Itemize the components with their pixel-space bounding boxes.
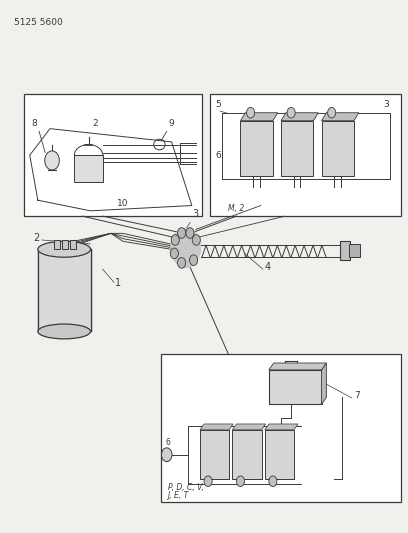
Text: 6: 6: [215, 151, 221, 160]
Text: J, E, T: J, E, T: [168, 491, 189, 500]
Circle shape: [328, 108, 336, 118]
Text: 1: 1: [115, 278, 121, 288]
Polygon shape: [281, 113, 318, 120]
Polygon shape: [265, 424, 298, 430]
Text: 2: 2: [33, 232, 39, 243]
Bar: [349, 244, 360, 257]
Polygon shape: [240, 113, 278, 120]
Circle shape: [171, 228, 201, 268]
Text: 2: 2: [93, 118, 98, 127]
Circle shape: [287, 108, 295, 118]
Circle shape: [162, 448, 172, 462]
Bar: [265, 430, 294, 479]
Circle shape: [190, 255, 197, 265]
Bar: [162, 354, 401, 503]
Text: 6: 6: [166, 438, 171, 447]
Circle shape: [45, 151, 59, 170]
Polygon shape: [269, 363, 326, 370]
Bar: [38, 249, 91, 332]
Circle shape: [171, 235, 179, 245]
Bar: [281, 120, 313, 176]
Polygon shape: [322, 113, 359, 120]
Bar: [210, 94, 401, 216]
Circle shape: [204, 476, 212, 487]
Text: 5125 5600: 5125 5600: [13, 18, 62, 27]
Ellipse shape: [38, 324, 91, 339]
Circle shape: [177, 257, 186, 268]
Text: M, 2: M, 2: [228, 205, 244, 214]
Bar: [233, 430, 262, 479]
Bar: [200, 430, 229, 479]
Text: 3: 3: [383, 100, 389, 109]
Bar: [24, 94, 202, 216]
Text: 10: 10: [117, 199, 129, 208]
Text: 7: 7: [354, 391, 360, 400]
Text: 9: 9: [169, 118, 175, 127]
Bar: [54, 240, 60, 249]
Text: 3: 3: [192, 209, 198, 219]
Polygon shape: [200, 424, 233, 430]
Bar: [74, 155, 103, 182]
Bar: [70, 240, 76, 249]
Ellipse shape: [38, 241, 91, 257]
Circle shape: [236, 476, 244, 487]
Circle shape: [170, 248, 178, 259]
Text: 8: 8: [32, 118, 38, 127]
Polygon shape: [233, 424, 266, 430]
Text: 4: 4: [265, 262, 271, 272]
Text: 5: 5: [215, 100, 221, 109]
Circle shape: [192, 235, 200, 245]
Bar: [322, 120, 354, 176]
Bar: [62, 240, 68, 249]
Text: P, D, C, V,: P, D, C, V,: [168, 483, 204, 492]
Circle shape: [246, 108, 255, 118]
Circle shape: [177, 228, 186, 238]
Bar: [269, 370, 322, 405]
Circle shape: [269, 476, 277, 487]
Circle shape: [186, 228, 194, 238]
Bar: [340, 241, 350, 260]
Polygon shape: [322, 363, 326, 405]
Bar: [240, 120, 273, 176]
